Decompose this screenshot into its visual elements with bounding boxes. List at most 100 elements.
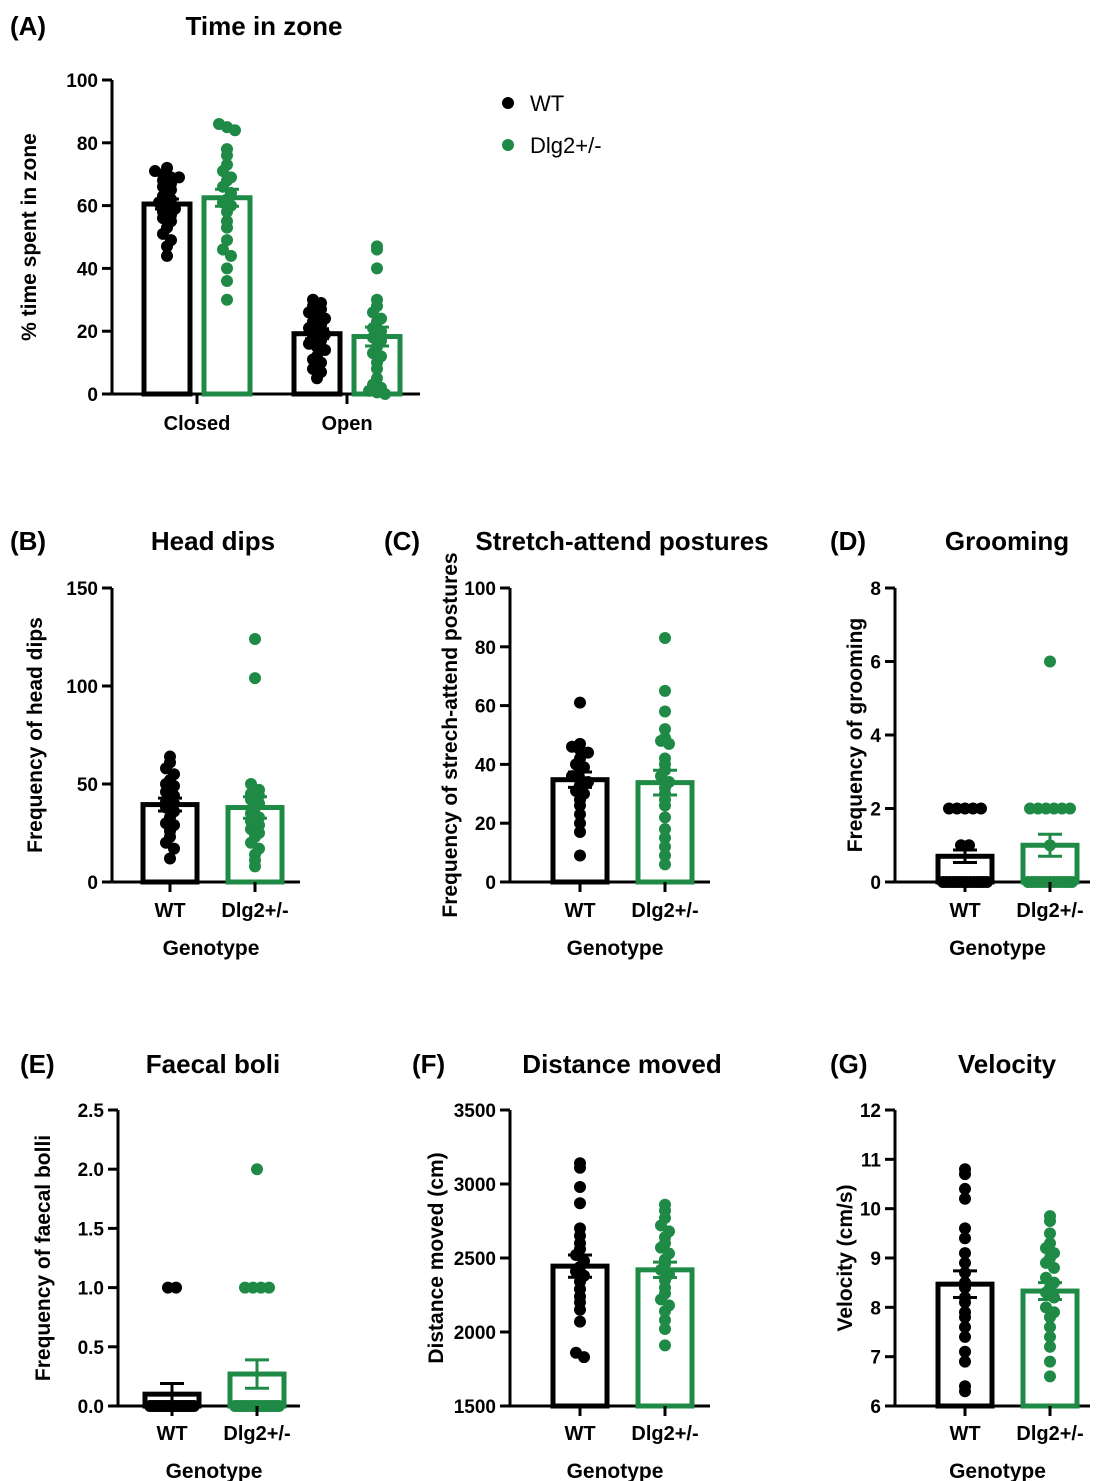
- data-point: [221, 293, 233, 306]
- data-point: [273, 1400, 285, 1412]
- data-point: [959, 1256, 971, 1269]
- x-tick-label: WT: [154, 900, 185, 922]
- panel-f: (F) Distance moved 1500 2000 2500 3000 3500 Dis…: [412, 1049, 722, 1481]
- y-tick-label: 80: [77, 134, 98, 155]
- data-point: [659, 849, 671, 862]
- data-point: [578, 1351, 590, 1364]
- y-tick-label: 1500: [454, 1397, 496, 1418]
- panel-letter: (B): [10, 526, 46, 556]
- data-point: [249, 672, 261, 685]
- y-tick-label: 150: [66, 579, 98, 600]
- data-point: [574, 1315, 586, 1328]
- data-point: [959, 1345, 971, 1358]
- data-point: [959, 1296, 971, 1309]
- data-point: [371, 262, 383, 275]
- data-point: [659, 840, 671, 853]
- legend-wt-label: WT: [530, 91, 564, 116]
- data-point: [1066, 876, 1078, 888]
- data-point: [659, 705, 671, 718]
- data-point: [659, 631, 671, 644]
- x-axis-label: Genotype: [567, 1460, 664, 1481]
- y-tick-label: 2: [870, 800, 881, 821]
- y-tick-label: 0.5: [78, 1338, 105, 1359]
- x-tick-label: Dlg2+/-: [1016, 900, 1083, 922]
- x-tick-label: Dlg2+/-: [221, 900, 288, 922]
- data-point: [1044, 1355, 1056, 1368]
- data-point: [221, 274, 233, 287]
- x-tick-label: WT: [949, 900, 980, 922]
- data-point: [188, 1400, 200, 1412]
- panel-title: Grooming: [945, 526, 1069, 556]
- data-point: [659, 1305, 671, 1318]
- data-point: [1044, 1321, 1056, 1334]
- data-point: [574, 817, 586, 830]
- y-tick-label: 40: [77, 259, 98, 280]
- x-axis-label: Genotype: [949, 1460, 1046, 1481]
- y-axis-label: Frequency of faecal bolli: [32, 1135, 55, 1381]
- panel-c: (C) Stretch-attend postures 0 20 40 60 80 100Fr…: [384, 526, 769, 960]
- y-tick-label: 3000: [454, 1175, 496, 1196]
- data-point: [1064, 802, 1076, 815]
- panel-letter: (F): [412, 1049, 445, 1079]
- data-point: [1044, 1330, 1056, 1343]
- data-point: [221, 234, 233, 247]
- panel-g: (G) Velocity 6 7 8 9 10 11 12 Velocity (cm/s) WT Dl…: [830, 1049, 1090, 1481]
- data-point: [663, 737, 675, 750]
- y-tick-label: 12: [860, 1101, 881, 1122]
- y-tick-label: 0: [870, 873, 881, 894]
- panel-b: (B) Head dips 0 50 100 150 Frequency of head d…: [10, 526, 300, 960]
- data-point: [251, 1163, 263, 1176]
- panel-title: Faecal boli: [146, 1049, 280, 1079]
- data-point: [371, 243, 383, 256]
- y-axis-label: Frequency of grooming: [844, 618, 867, 853]
- y-axis-label: % time spent in zone: [18, 133, 41, 341]
- data-point: [659, 1314, 671, 1327]
- data-point: [959, 1311, 971, 1324]
- data-point: [959, 1192, 971, 1205]
- panel-title: Head dips: [151, 526, 275, 556]
- y-tick-label: 4: [870, 726, 881, 747]
- legend-wt-marker: [502, 97, 514, 109]
- data-point: [959, 1182, 971, 1195]
- data-point: [959, 1330, 971, 1343]
- y-tick-label: 20: [77, 322, 98, 343]
- data-point: [659, 1339, 671, 1352]
- data-point: [659, 858, 671, 871]
- data-point: [1044, 1370, 1056, 1383]
- data-point: [225, 249, 237, 262]
- data-point: [574, 1197, 586, 1210]
- data-point: [959, 1232, 971, 1245]
- data-point: [659, 1323, 671, 1336]
- data-point: [981, 876, 993, 888]
- x-tick-label: Open: [321, 413, 372, 435]
- y-tick-label: 9: [870, 1249, 881, 1270]
- data-point: [659, 799, 671, 812]
- y-tick-label: 2500: [454, 1249, 496, 1270]
- legend-dlg2-label: Dlg2+/-: [530, 133, 602, 158]
- legend-dlg2-marker: [502, 139, 514, 151]
- data-point: [659, 684, 671, 697]
- data-point: [249, 860, 261, 873]
- panel-title: Velocity: [958, 1049, 1057, 1079]
- y-tick-label: 3500: [454, 1101, 496, 1122]
- data-point: [221, 221, 233, 234]
- data-point: [1044, 1227, 1056, 1240]
- y-tick-label: 80: [475, 638, 496, 659]
- x-tick-label: WT: [156, 1423, 187, 1445]
- data-point: [959, 1168, 971, 1181]
- data-point: [959, 1385, 971, 1398]
- data-point: [1044, 1311, 1056, 1324]
- y-tick-label: 8: [870, 579, 881, 600]
- y-tick-label: 2000: [454, 1323, 496, 1344]
- y-axis-label: Velocity (cm/s): [834, 1184, 857, 1331]
- y-axis-label: Frequency of strech-attend postures: [439, 552, 462, 917]
- data-point: [311, 372, 323, 385]
- y-tick-label: 1.0: [78, 1279, 104, 1300]
- data-point: [959, 1247, 971, 1260]
- data-point: [164, 852, 176, 865]
- data-point: [959, 1321, 971, 1334]
- data-point: [221, 205, 233, 218]
- y-tick-label: 0.0: [78, 1397, 104, 1418]
- x-tick-label: Dlg2+/-: [1016, 1423, 1083, 1445]
- data-point: [659, 811, 671, 824]
